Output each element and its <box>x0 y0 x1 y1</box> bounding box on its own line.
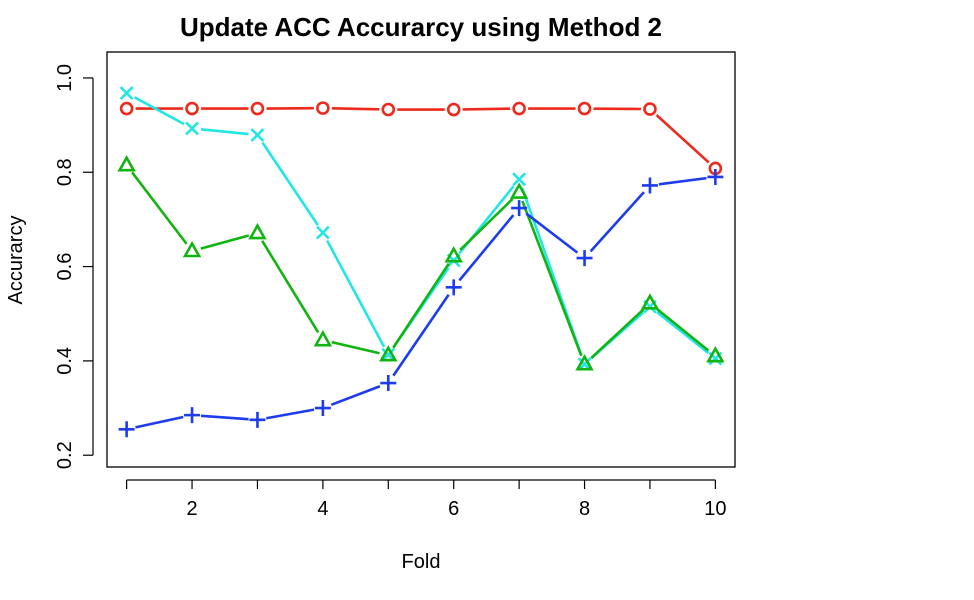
data-point-plus <box>707 168 724 185</box>
series-segment <box>590 308 645 360</box>
data-point-triangle <box>313 329 333 347</box>
series-segment <box>261 240 320 334</box>
data-point-x <box>381 347 396 362</box>
series-segment <box>200 414 249 421</box>
data-point-x <box>185 121 199 136</box>
series-segment <box>655 114 710 164</box>
data-point-circle <box>446 102 461 117</box>
data-point-circle <box>512 101 526 116</box>
data-point-plus <box>641 177 658 194</box>
data-point-plus <box>445 279 462 296</box>
series-segment <box>325 239 386 348</box>
data-point-triangle <box>379 345 398 362</box>
series-segment <box>459 197 514 251</box>
data-point-circle <box>643 102 657 116</box>
data-point-plus <box>380 375 397 392</box>
y-tick-label: 1.0 <box>54 64 76 92</box>
x-tick-label: 2 <box>186 498 197 520</box>
series-segment <box>200 128 249 136</box>
series-red-circles <box>119 101 723 176</box>
data-point-x <box>119 86 134 100</box>
series-segment <box>392 294 450 377</box>
data-point-triangle <box>575 354 594 371</box>
data-point-triangle <box>117 155 136 172</box>
series-segment <box>135 415 184 429</box>
series-segment <box>656 308 710 352</box>
plot-frame <box>106 51 736 468</box>
data-point-circle <box>185 101 199 116</box>
series-cyan-crosses <box>119 86 723 372</box>
data-point-circle <box>577 101 592 116</box>
data-point-triangle <box>509 182 529 199</box>
data-point-triangle <box>640 293 660 310</box>
series-segment <box>589 191 645 253</box>
series-segment <box>331 340 380 355</box>
data-point-plus <box>184 407 201 424</box>
data-point-plus <box>249 411 266 428</box>
data-point-plus <box>511 200 528 217</box>
x-tick-label: 6 <box>448 498 459 520</box>
data-point-circle <box>250 101 265 116</box>
series-segment <box>200 234 250 250</box>
series-segment <box>131 171 188 245</box>
series-segment <box>392 262 450 349</box>
data-point-x <box>315 225 330 240</box>
series-segment <box>261 141 319 226</box>
x-tick-label: 10 <box>704 498 726 520</box>
data-point-plus <box>314 400 331 417</box>
x-tick-label: 8 <box>579 498 590 520</box>
series-segment <box>330 385 381 407</box>
series-segment <box>458 214 515 282</box>
y-tick-label: 0.2 <box>54 441 76 469</box>
data-point-circle <box>316 101 330 115</box>
series-segment <box>658 176 707 186</box>
series-segment <box>525 212 579 254</box>
series-green-triangles <box>117 155 725 371</box>
x-axis: 2 4 6 8 10 <box>126 479 727 520</box>
data-point-x <box>512 172 527 187</box>
data-point-plus <box>118 421 135 438</box>
y-tick-label: 0.6 <box>54 253 76 281</box>
data-point-circle <box>119 101 134 116</box>
y-tick-label: 0.8 <box>54 158 76 186</box>
y-axis: 0.2 0.4 0.6 0.8 1.0 <box>54 64 94 469</box>
y-axis-label: Accurarcy <box>5 216 27 305</box>
chart-title: Update ACC Accurarcy using Method 2 <box>180 12 662 42</box>
series-segment <box>656 311 710 354</box>
y-tick-label: 0.4 <box>54 347 76 375</box>
data-point-plus <box>576 250 593 267</box>
series-segment <box>521 200 583 357</box>
data-point-circle <box>381 102 396 117</box>
series-blue-pluses <box>118 168 724 438</box>
series-segment <box>133 96 185 126</box>
series-segment <box>331 107 380 111</box>
series-segment <box>462 107 511 111</box>
x-axis-label: Fold <box>402 551 441 573</box>
data-point-x <box>250 128 265 142</box>
data-point-triangle <box>182 240 202 258</box>
series-layer <box>117 86 725 438</box>
series-segment <box>266 408 315 420</box>
x-tick-label: 4 <box>317 498 328 520</box>
data-point-triangle <box>706 346 725 363</box>
data-point-triangle <box>444 246 463 263</box>
data-point-triangle <box>248 222 267 240</box>
